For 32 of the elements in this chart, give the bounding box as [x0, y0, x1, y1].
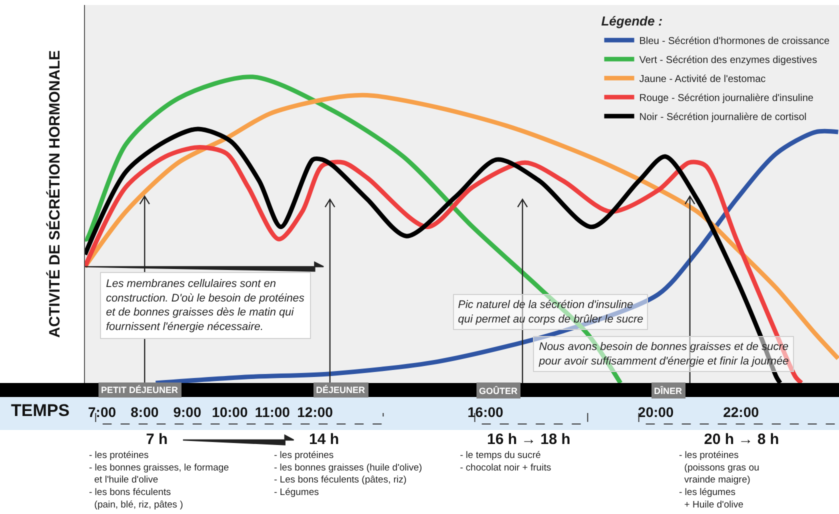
legend-label: Rouge - Sécrétion journalière d'insuline: [639, 93, 814, 104]
text: - les protéines - les bonnes graisses (huile d'olive) - Les bons féculents (pâtes, riz) - Légumes: [274, 450, 422, 498]
text: - les protéines - les bonnes graisses, le formage et l'huile d'olive - les bons féculents (pain, blé, riz, pâtes ): [89, 450, 229, 510]
annotation: Pic naturel de la sécrétion d'insuline qui permet au corps de brûler le sucre: [458, 299, 644, 326]
legend-label: Jaune - Activité de l'estomac: [639, 74, 766, 86]
text: DÎNER: [654, 385, 682, 396]
text: 20 h → 8 h: [704, 431, 780, 448]
x-tick-label: 8:00: [130, 404, 159, 420]
text: 16 h → 18 h: [487, 431, 570, 448]
x-tick-label: 7:00: [88, 404, 116, 420]
text: PETIT DÉJEUNER: [101, 385, 179, 395]
x-tick-label: 9:00: [173, 404, 202, 420]
x-tick-label: 12:00: [297, 404, 334, 420]
y-axis-title: ACTIVITÉ DE SÉCRÉTION HORMONALE: [45, 50, 64, 338]
text: - le temps du sucré - chocolat noir + fruits: [460, 450, 552, 474]
x-axis-title: TEMPS: [11, 401, 70, 420]
x-tick-label: 16:00: [468, 404, 504, 420]
legend-label: Noir - Sécrétion journalière de cortisol: [639, 112, 807, 124]
x-tick-label: 10:00: [212, 404, 248, 420]
annotation: Les membranes cellulaires sont en construction. D'où le besoin de protéines et de bonnes graisses dès le matin qui fournissent l'énergie nécessaire.: [106, 278, 305, 333]
annotation: Nous avons besoin de bonnes graisses et de sucre pour avoir suffisamment d'énergie et finir la journée: [538, 341, 789, 368]
legend-label: Bleu - Sécrétion d'hormones de croissance: [639, 36, 830, 48]
x-tick-label: 20:00: [638, 404, 674, 420]
text: GOÛTER: [479, 385, 518, 396]
x-tick-label: 11:00: [254, 404, 290, 420]
x-tick-label: 22:00: [723, 404, 760, 420]
text: 7 h: [146, 431, 168, 448]
text: - les protéines (poissons gras ou vrainde maigre) - les légumes + Huile d'olive: [679, 450, 760, 510]
text: DÉJEUNER: [316, 385, 366, 395]
legend-title: Légende :: [601, 14, 663, 29]
legend-label: Vert - Sécrétion des enzymes digestives: [639, 55, 818, 66]
text: 14 h: [309, 431, 340, 448]
